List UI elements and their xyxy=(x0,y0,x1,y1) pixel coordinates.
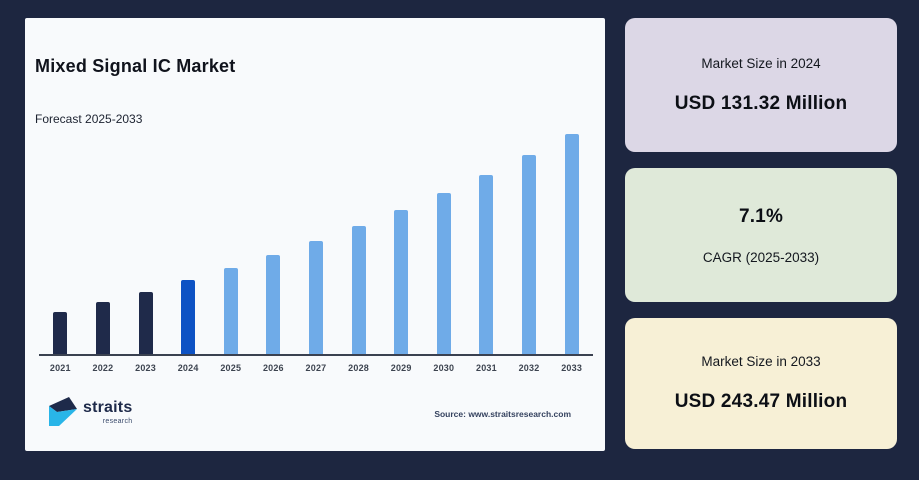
source-attribution: Source: www.straitsresearch.com xyxy=(434,409,571,419)
x-tick-label-2025: 2025 xyxy=(220,363,242,373)
bar-2027 xyxy=(295,134,338,354)
card-value: USD 131.32 Million xyxy=(674,92,848,114)
straits-research-logo: straits research xyxy=(47,396,132,435)
bar-2025 xyxy=(209,134,252,354)
x-tick-label-2024: 2024 xyxy=(177,363,199,373)
bar-2026 xyxy=(252,134,295,354)
x-tick-label-2023: 2023 xyxy=(135,363,156,373)
bar-2021 xyxy=(39,134,82,354)
x-tick-label-2029: 2029 xyxy=(390,363,412,373)
bar-2033 xyxy=(550,134,593,354)
bar-2024 xyxy=(167,134,210,354)
page-title: Mixed Signal IC Market xyxy=(35,56,236,76)
bar-2023 xyxy=(124,134,167,354)
card-label: CAGR (2025-2033) xyxy=(702,249,820,265)
chart-subtitle: Forecast 2025-2033 xyxy=(35,112,143,126)
x-tick-label-2032: 2032 xyxy=(518,363,540,373)
x-tick-label-2021: 2021 xyxy=(49,363,71,373)
logo-text: straits research xyxy=(83,399,133,426)
bar-series xyxy=(39,134,593,356)
x-tick-label-2026: 2026 xyxy=(262,363,284,373)
card-label: Market Size in 2033 xyxy=(701,354,821,369)
x-tick-label-2033: 2033 xyxy=(561,363,583,373)
bar-chart: 2021 2022 2023 2024 2025 2026 2027 2028 2029 2030… xyxy=(39,134,593,373)
x-tick-label-2028: 2028 xyxy=(348,363,369,373)
card-cagr: 7.1% CAGR (2025-2033) xyxy=(625,168,897,302)
bar-2031 xyxy=(465,134,508,354)
bar-2028 xyxy=(337,134,380,354)
x-tick-label-2022: 2022 xyxy=(92,363,114,373)
x-tick-label-2030: 2030 xyxy=(433,363,455,373)
bar-2032 xyxy=(508,134,551,354)
bar-2029 xyxy=(380,134,423,354)
chart-panel: Mixed Signal IC Market Forecast 2025-203… xyxy=(25,18,605,451)
bar-2030 xyxy=(422,134,465,354)
card-value: USD 243.47 Million xyxy=(674,391,848,412)
logo-name: straits xyxy=(83,399,133,416)
x-axis-labels: 2021 2022 2023 2024 2025 2026 2027 2028 2029 2030… xyxy=(39,363,593,373)
card-label: Market Size in 2024 xyxy=(701,55,821,71)
card-value: 7.1% xyxy=(738,205,784,227)
x-tick-label-2027: 2027 xyxy=(305,363,327,373)
x-tick-label-2031: 2031 xyxy=(475,363,497,373)
bar-2022 xyxy=(82,134,125,354)
logo-subname: research xyxy=(102,418,133,425)
card-market-size-2033: Market Size in 2033 USD 243.47 Million xyxy=(625,318,897,449)
straits-arrow-icon xyxy=(47,396,79,435)
card-market-size-2024: Market Size in 2024 USD 131.32 Million xyxy=(625,18,897,152)
